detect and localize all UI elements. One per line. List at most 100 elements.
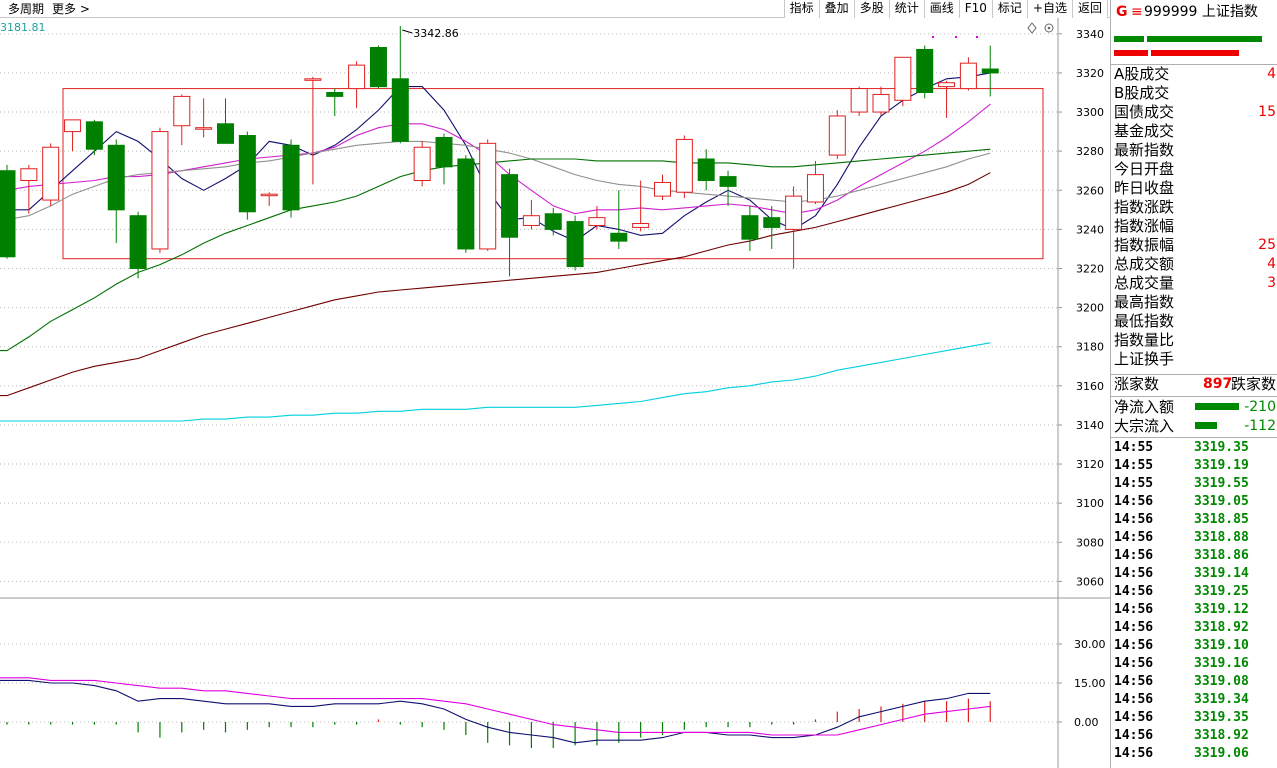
indicator-tick-label: 0.00 [1074, 716, 1099, 729]
tick-row: 14:55 3319.35 [1111, 439, 1277, 457]
candle [0, 164, 16, 259]
candle-body [981, 68, 999, 74]
settings-icon[interactable] [1044, 23, 1054, 33]
candle [195, 98, 213, 138]
tick-price: 3319.35 [1194, 440, 1249, 455]
statistics-button[interactable]: 统计 [888, 0, 924, 18]
mark-button[interactable]: 标记 [991, 0, 1027, 18]
candle-body [785, 195, 803, 230]
quote-row-label: 总成交额 [1114, 255, 1175, 273]
price-axis: 3340 3320 3300 3280 3260 3240 3220 3200 3180 3160… [0, 18, 1110, 768]
candle [64, 119, 82, 152]
tick-price: 3319.19 [1194, 458, 1249, 473]
quote-row-label: B股成交 [1114, 84, 1170, 102]
candle-body [654, 181, 671, 197]
quote-row-label: 今日开盘 [1114, 160, 1175, 178]
quote-row: 指数涨幅 [1111, 217, 1277, 236]
quote-row: 总成交量 3 [1111, 274, 1277, 293]
price-grid [0, 33, 1058, 582]
max-pointer [402, 29, 413, 34]
quote-row: 指数量比 [1111, 331, 1277, 350]
candle [850, 86, 868, 116]
overlay-button[interactable]: 叠加 [818, 0, 854, 18]
quote-row-label: 上证换手 [1114, 350, 1175, 368]
candle [151, 127, 169, 253]
candle-body [107, 144, 125, 211]
net-inflow-row: 净流入额 -210 [1111, 398, 1277, 417]
candle [282, 139, 300, 218]
back-button[interactable]: 返回 [1071, 0, 1108, 18]
price-tick-label: 3080 [1076, 536, 1104, 549]
tick-price: 3318.92 [1194, 728, 1249, 743]
quote-row-label: 指数涨幅 [1114, 217, 1175, 235]
g-icon[interactable]: G [1116, 4, 1128, 20]
candle [85, 119, 103, 156]
tick-row: 14:56 3318.85 [1111, 511, 1277, 529]
candle-body [391, 78, 409, 142]
menu-icon[interactable]: ≡ [1131, 4, 1143, 20]
tick-price: 3318.92 [1194, 620, 1249, 635]
candle-body [282, 144, 300, 211]
price-tick-label: 3200 [1076, 302, 1104, 315]
quote-row-label: 最高指数 [1114, 293, 1175, 311]
max-price-label: 3342.86 [413, 27, 459, 40]
candle-body [828, 115, 846, 156]
tick-time: 14:56 [1114, 584, 1154, 599]
kline-chart[interactable]: 3340 3320 3300 3280 3260 3240 3220 3200 3180 3160… [0, 18, 1110, 768]
candle [435, 133, 453, 185]
indicator-tick-label: 15.00 [1074, 677, 1106, 690]
diamond-icon[interactable] [1027, 22, 1037, 34]
candle-body [64, 119, 82, 133]
quote-row-value: 3 [1267, 275, 1276, 291]
price-tick-label: 3300 [1076, 106, 1104, 119]
candle-body [741, 215, 759, 240]
price-tick-label: 3140 [1076, 419, 1104, 432]
block-inflow-value: -112 [1244, 418, 1276, 434]
chart-toolbar: 多周期 更多 > 指标 叠加 多股 统计 画线 F10 标记 +自选 返回 [0, 0, 1110, 18]
candle [588, 205, 606, 230]
top-left-value: 3181.81 [0, 21, 46, 34]
price-tick-label: 3060 [1076, 575, 1104, 588]
tick-price: 3319.06 [1194, 746, 1249, 761]
tick-time: 14:55 [1114, 440, 1154, 455]
tick-time: 14:56 [1114, 674, 1154, 689]
price-tick-label: 3280 [1076, 145, 1104, 158]
candle [260, 192, 278, 206]
multi-period-button[interactable]: 多周期 [8, 2, 45, 16]
multi-stock-button[interactable]: 多股 [853, 0, 889, 18]
tick-price: 3318.88 [1194, 530, 1249, 545]
panel-header: G ≡ 999999 上证指数 [1111, 0, 1277, 24]
candle [981, 45, 999, 97]
quote-row-label: 指数量比 [1114, 331, 1175, 349]
tick-time: 14:55 [1114, 458, 1154, 473]
quote-row-label: 基金成交 [1114, 122, 1175, 140]
tick-time: 14:56 [1114, 638, 1154, 653]
candle [697, 149, 715, 191]
price-tick-label: 3320 [1076, 67, 1104, 80]
candle-body [632, 223, 650, 228]
candle-body [806, 174, 824, 203]
add-watchlist-button[interactable]: +自选 [1026, 0, 1072, 18]
tick-row: 14:56 3319.05 [1111, 493, 1277, 511]
candle-body [544, 213, 562, 230]
price-tick-label: 3120 [1076, 458, 1104, 471]
net-inflow-value: -210 [1244, 399, 1276, 415]
quote-row-label: A股成交 [1114, 65, 1170, 83]
draw-line-button[interactable]: 画线 [923, 0, 959, 18]
candle-body [413, 146, 431, 181]
candle-body [457, 158, 475, 250]
candle [763, 205, 781, 249]
indicator-button[interactable]: 指标 [783, 0, 819, 18]
candle [107, 139, 125, 244]
f10-button[interactable]: F10 [958, 0, 992, 18]
volume-bar-green-1 [1114, 36, 1144, 42]
candlesticks [0, 26, 999, 279]
candle [173, 94, 191, 146]
candle [959, 57, 977, 91]
quote-row-label: 指数涨跌 [1114, 198, 1175, 216]
candle [457, 155, 475, 253]
block-inflow-bar [1195, 422, 1217, 429]
tick-row: 14:56 3318.92 [1111, 727, 1277, 745]
more-button[interactable]: 更多 > [52, 2, 90, 16]
tick-row: 14:56 3319.08 [1111, 673, 1277, 691]
